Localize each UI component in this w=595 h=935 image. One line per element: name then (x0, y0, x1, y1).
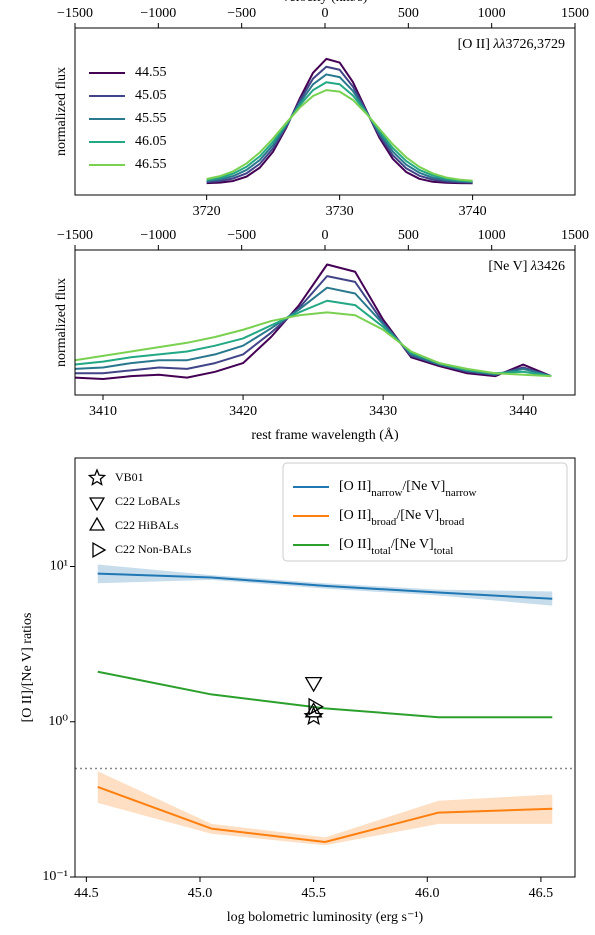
x-tick-label: 3430 (369, 404, 397, 419)
line (206, 89, 473, 182)
x-axis-label: rest frame wavelength (Å) (251, 427, 399, 443)
legend-label: C22 LoBALs (115, 494, 180, 508)
x2-tick-label: −1000 (140, 228, 176, 243)
x-tick-label: 46.0 (415, 886, 440, 901)
legend-label: [O II]broad/[Ne V]broad (339, 508, 465, 527)
text-part: broad (439, 516, 465, 528)
legend-label: [O II]narrow/[Ne V]narrow (339, 479, 477, 498)
text-part: [O II] (339, 479, 371, 494)
line (74, 286, 552, 378)
y-tick-label: 10⁰ (48, 714, 68, 729)
x-tick-label: 3420 (229, 404, 257, 419)
line (206, 57, 473, 185)
text-part: λ (530, 259, 537, 274)
annotation: [Ne V] λ3426 (488, 259, 565, 274)
legend-label: 46.05 (135, 134, 167, 149)
error-band (97, 771, 553, 846)
x2-axis-label: velocity (km/s) (282, 0, 367, 5)
x-tick-label: 3740 (459, 204, 487, 219)
line (74, 299, 552, 378)
legend-label: 44.55 (135, 65, 167, 80)
text-part: /[Ne V] (396, 508, 439, 523)
x-axis-label: log bolometric luminosity (erg s⁻¹) (227, 910, 424, 925)
legend-label: 45.55 (135, 111, 167, 126)
y-axis-label: [O II]/[Ne V] ratios (20, 613, 35, 723)
text-part: /[Ne V] (391, 537, 434, 552)
text-part: [Ne V] (488, 259, 531, 274)
text-part: broad (371, 516, 397, 528)
line (206, 81, 473, 183)
line (97, 786, 553, 844)
legend-label: C22 Non-BALs (115, 542, 192, 556)
text-part: 3426 (537, 259, 565, 274)
text-part: 3726,3729 (506, 37, 566, 52)
legend-label: 46.55 (135, 157, 167, 172)
plot-frame (74, 457, 576, 878)
text-part: total (371, 545, 391, 557)
text-part: λλ (492, 37, 505, 52)
marker (308, 697, 324, 716)
x-tick-label: 46.5 (529, 886, 554, 901)
text-part: [O II] (339, 537, 371, 552)
text-part: /[Ne V] (402, 479, 445, 494)
legend-label: [O II]total/[Ne V]total (339, 537, 453, 556)
legend-label: VB01 (115, 470, 144, 484)
line (74, 311, 552, 378)
marker (303, 705, 324, 726)
y-tick-label: 10¹ (50, 559, 68, 574)
line (97, 670, 553, 719)
text-part: [O II] (339, 508, 371, 523)
x-tick-label: 44.5 (74, 886, 99, 901)
x2-tick-label: −500 (227, 6, 256, 21)
x2-tick-label: 0 (322, 228, 329, 243)
x-tick-label: 3410 (89, 404, 117, 419)
text-part: narrow (445, 487, 476, 499)
legend-label: 45.05 (135, 88, 167, 103)
x-tick-label: 45.0 (188, 886, 213, 901)
text-part: [O II] (458, 37, 494, 52)
x2-tick-label: 1500 (561, 6, 589, 21)
legend-marker (88, 516, 106, 531)
line (206, 73, 473, 183)
x2-tick-label: −1500 (57, 6, 93, 21)
line (75, 275, 552, 378)
line (97, 572, 553, 600)
x2-tick-label: −1500 (57, 228, 93, 243)
marker (304, 676, 323, 693)
x2-tick-label: 1000 (478, 228, 506, 243)
x2-tick-label: −1000 (140, 6, 176, 21)
x2-tick-label: 1500 (561, 228, 589, 243)
x-tick-label: 3720 (193, 204, 221, 219)
y-axis-label: normalized flux (54, 278, 69, 367)
y-tick-label: 10⁻¹ (42, 869, 68, 884)
x2-tick-label: −500 (227, 228, 256, 243)
line (74, 263, 552, 381)
legend-label: C22 HiBALs (115, 518, 179, 532)
line (206, 65, 473, 184)
x2-tick-label: 500 (398, 6, 419, 21)
text-part: total (434, 545, 454, 557)
legend-marker (88, 497, 106, 512)
x2-tick-label: 1000 (478, 6, 506, 21)
legend-marker (87, 468, 107, 486)
legend-marker (92, 541, 107, 559)
text-part: narrow (371, 487, 402, 499)
y-axis-label: normalized flux (54, 67, 69, 156)
x-tick-label: 45.5 (301, 886, 326, 901)
x2-tick-label: 500 (398, 228, 419, 243)
x-tick-label: 3440 (509, 404, 537, 419)
x-tick-label: 3730 (326, 204, 354, 219)
annotation: [O II] λλ3726,3729 (458, 37, 565, 52)
legend-frame (282, 462, 568, 562)
x2-tick-label: 0 (322, 6, 329, 21)
